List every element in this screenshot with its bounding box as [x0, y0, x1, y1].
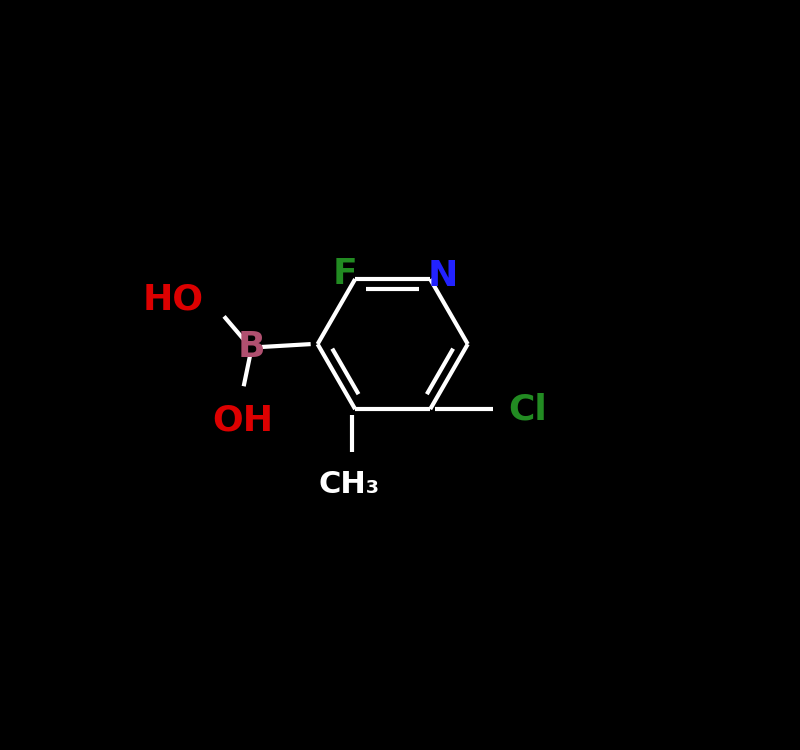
Text: N: N — [428, 260, 458, 293]
Text: CH₃: CH₃ — [318, 470, 380, 499]
Text: F: F — [332, 257, 357, 292]
Text: HO: HO — [142, 282, 203, 316]
Text: Cl: Cl — [508, 392, 547, 426]
Text: B: B — [238, 330, 265, 364]
Text: OH: OH — [212, 404, 273, 437]
